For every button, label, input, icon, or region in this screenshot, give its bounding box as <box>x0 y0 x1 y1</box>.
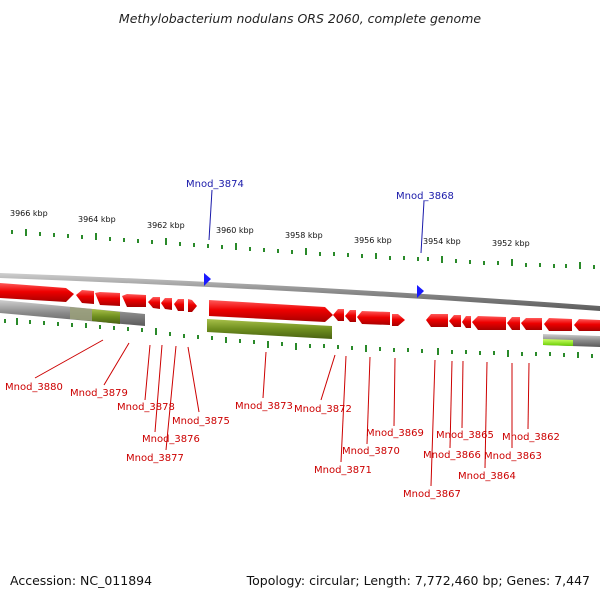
gene-label-mnod-3864[interactable]: Mnod_3864 <box>458 471 516 482</box>
feature-track <box>0 300 600 347</box>
gene-label-mnod-3875[interactable]: Mnod_3875 <box>172 416 230 427</box>
gene-label-mnod-3870[interactable]: Mnod_3870 <box>342 446 400 457</box>
gene-label-mnod-3874[interactable]: Mnod_3874 <box>186 179 244 190</box>
feature-block[interactable] <box>543 339 573 346</box>
gene-label-mnod-3862[interactable]: Mnod_3862 <box>502 432 560 443</box>
gene-arrow[interactable] <box>426 314 448 327</box>
gene-label-mnod-3868[interactable]: Mnod_3868 <box>396 191 454 202</box>
origin-marker-icon[interactable] <box>204 273 211 286</box>
gene-label-mnod-3880[interactable]: Mnod_3880 <box>5 382 63 393</box>
gene-arrow[interactable] <box>521 318 542 330</box>
gene-arrow[interactable] <box>544 318 572 331</box>
scale-label-3956: 3956 kbp <box>354 236 392 245</box>
gene-arrow[interactable] <box>161 298 172 310</box>
scale-label-3964: 3964 kbp <box>78 215 116 224</box>
gene-arrow[interactable] <box>462 316 471 328</box>
scale-label-3962: 3962 kbp <box>147 221 185 230</box>
blue-label-lines <box>208 189 425 254</box>
gene-arrow[interactable] <box>174 299 184 311</box>
scale-label-3952: 3952 kbp <box>492 239 530 248</box>
accession-label: Accession: NC_011894 <box>10 573 153 588</box>
gene-arrow[interactable] <box>0 283 74 302</box>
gene-arrow[interactable] <box>209 300 333 322</box>
gene-label-mnod-3876[interactable]: Mnod_3876 <box>142 434 200 445</box>
scale-label-3966: 3966 kbp <box>10 209 48 218</box>
diagram-title: Methylobacterium nodulans ORS 2060, comp… <box>119 11 481 26</box>
gene-arrow[interactable] <box>449 315 461 327</box>
gene-label-mnod-3867[interactable]: Mnod_3867 <box>403 489 461 500</box>
genome-track <box>0 273 600 311</box>
feature-block[interactable] <box>207 319 332 339</box>
scale-label-3960: 3960 kbp <box>216 226 254 235</box>
gene-arrow[interactable] <box>507 317 520 330</box>
feature-block[interactable] <box>70 307 92 321</box>
gene-arrow[interactable] <box>188 299 197 312</box>
gene-label-mnod-3873[interactable]: Mnod_3873 <box>235 401 293 412</box>
gene-label-mnod-3877[interactable]: Mnod_3877 <box>126 453 184 464</box>
gene-arrow[interactable] <box>472 316 506 330</box>
scale-ticks-upper <box>11 229 595 269</box>
gene-label-mnod-3866[interactable]: Mnod_3866 <box>423 450 481 461</box>
genome-info-label: Topology: circular; Length: 7,772,460 bp… <box>246 573 590 588</box>
gene-label-mnod-3879[interactable]: Mnod_3879 <box>70 388 128 399</box>
origin-marker-icon-2[interactable] <box>417 285 424 298</box>
gene-label-mnod-3863[interactable]: Mnod_3863 <box>484 451 542 462</box>
gene-arrow[interactable] <box>148 297 160 309</box>
scale-labels: 3966 kbp 3964 kbp 3962 kbp 3960 kbp 3958… <box>10 209 530 248</box>
gene-track-forward <box>0 283 600 331</box>
gene-arrow[interactable] <box>333 309 344 321</box>
gene-label-mnod-3871[interactable]: Mnod_3871 <box>314 465 372 476</box>
gene-label-mnod-3872[interactable]: Mnod_3872 <box>294 404 352 415</box>
gene-label-mnod-3869[interactable]: Mnod_3869 <box>366 428 424 439</box>
gene-arrow[interactable] <box>345 310 356 322</box>
scale-label-3958: 3958 kbp <box>285 231 323 240</box>
red-label-lines <box>34 339 530 487</box>
scale-ticks-lower <box>4 318 593 358</box>
gene-label-mnod-3865[interactable]: Mnod_3865 <box>436 430 494 441</box>
gene-arrow[interactable] <box>95 292 120 306</box>
gene-arrow[interactable] <box>76 290 94 304</box>
gene-arrow[interactable] <box>122 294 146 307</box>
gene-arrow[interactable] <box>574 319 600 331</box>
scale-label-3954: 3954 kbp <box>423 237 461 246</box>
gene-label-mnod-3878[interactable]: Mnod_3878 <box>117 402 175 413</box>
gene-arrow[interactable] <box>392 314 405 326</box>
feature-block[interactable] <box>92 309 120 324</box>
gene-arrow[interactable] <box>357 311 390 325</box>
